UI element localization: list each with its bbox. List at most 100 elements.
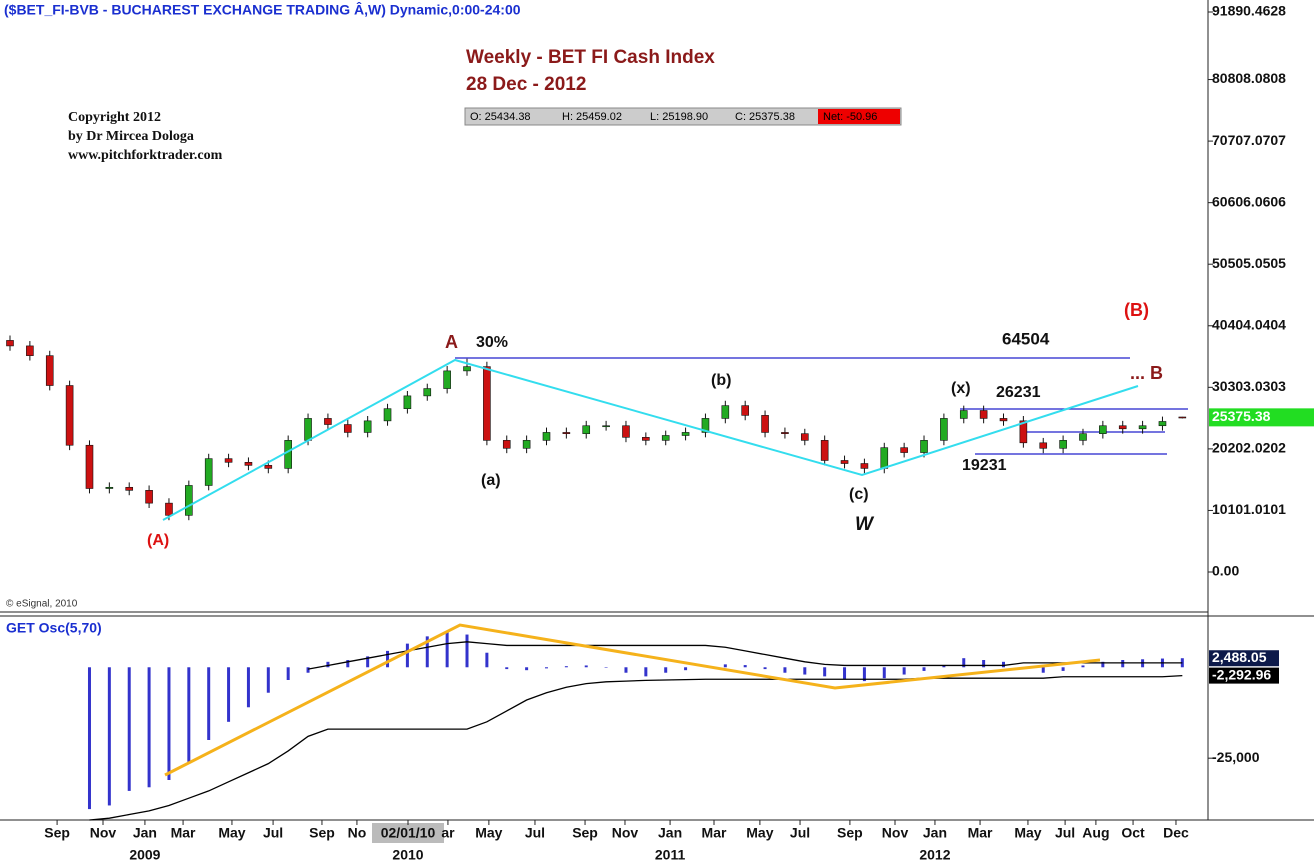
- label: 30%: [476, 334, 508, 351]
- label: W: [855, 514, 875, 535]
- label: (a): [481, 472, 501, 489]
- candle-body: [661, 435, 670, 441]
- x-tick-label: Dec: [1163, 825, 1189, 841]
- net-box: [818, 109, 900, 124]
- label: (c): [849, 486, 869, 503]
- osc-bar: [485, 652, 489, 668]
- candle-body: [721, 405, 730, 419]
- ohlc: H: 25459.02: [562, 111, 622, 123]
- osc-bar: [1002, 661, 1005, 668]
- osc-bar: [386, 650, 390, 668]
- date: 28 Dec - 2012: [466, 74, 586, 95]
- candle-body: [125, 486, 134, 491]
- x-tick-label: Nov: [882, 825, 909, 841]
- osc-line: [89, 674, 1183, 821]
- candle-body: [781, 432, 789, 434]
- candle-body: [1099, 425, 1107, 434]
- x-tick-label: May: [1014, 825, 1041, 841]
- candle-body: [65, 385, 74, 446]
- osc-bar: [286, 667, 290, 680]
- x-tick-label: Sep: [572, 825, 598, 841]
- x-tick-label: Oct: [1121, 825, 1145, 841]
- osc-bar: [1101, 661, 1105, 668]
- y-tick-label: -25,000: [1212, 749, 1260, 765]
- osc-bar: [246, 667, 250, 708]
- osc-bar: [1081, 665, 1085, 668]
- candle-body: [483, 366, 491, 441]
- candle-body: [979, 410, 988, 419]
- candle-body: [1059, 440, 1067, 449]
- candle-body: [999, 418, 1008, 422]
- candle-body: [562, 432, 571, 434]
- candle-body: [681, 432, 690, 436]
- levels: [455, 357, 1188, 455]
- candle-body: [920, 440, 928, 453]
- last-price-box: [1209, 408, 1314, 427]
- osc-bar: [544, 667, 548, 669]
- x-tick-label: May: [475, 825, 502, 841]
- osc-title: GET Osc(5,70): [6, 620, 102, 636]
- osc-bar: [147, 667, 151, 788]
- candle-body: [324, 418, 332, 425]
- candle-body: [383, 408, 392, 422]
- osc-bar: [823, 667, 827, 677]
- trendline: [162, 358, 1139, 521]
- candle-body: [204, 458, 213, 486]
- year-label: 2009: [129, 847, 160, 863]
- osc-bar: [743, 665, 747, 668]
- x-tick-label: Sep: [44, 825, 70, 841]
- x-tick-label: 02/01/10: [381, 825, 436, 841]
- candle-body: [602, 425, 610, 428]
- osc-bar: [723, 664, 727, 668]
- osc-trendline: [164, 623, 1101, 777]
- candle-body: [741, 405, 749, 416]
- y-tick-label: 40404.0404: [1212, 316, 1286, 332]
- osc-bar: [982, 660, 986, 668]
- osc-bar: [644, 667, 648, 677]
- x-tick-label: Aug: [1082, 825, 1109, 841]
- value-label-box: [1209, 667, 1279, 684]
- candle-body: [244, 462, 253, 466]
- label: (x): [951, 380, 971, 397]
- candle-body: [443, 370, 451, 389]
- candle-body: [900, 447, 908, 453]
- x-tick-label: Jan: [133, 825, 157, 841]
- osc-bar: [227, 667, 231, 722]
- year-label: 2011: [655, 847, 686, 863]
- candle-body: [1019, 420, 1028, 444]
- y-tick-label: 20202.0202: [1212, 440, 1286, 456]
- osc-bar: [525, 667, 529, 671]
- candle-body: [880, 447, 889, 469]
- value-label: -2,292.96: [1212, 666, 1271, 682]
- x-tick-label: ar: [441, 825, 455, 841]
- x-tick-label: Jul: [263, 825, 283, 841]
- osc-bar: [425, 636, 429, 668]
- x-tick-label: Nov: [90, 825, 117, 841]
- candle-body: [1178, 416, 1187, 419]
- y-tick-label: 50505.0505: [1212, 255, 1286, 271]
- osc-bar: [207, 667, 211, 740]
- label: (A): [147, 532, 169, 549]
- copyright: Copyright 2012: [68, 110, 161, 125]
- candle-body: [701, 418, 710, 433]
- osc-bar: [763, 667, 767, 670]
- ohlc-box: [464, 107, 902, 126]
- osc-bar: [326, 661, 330, 668]
- year-label: 2010: [392, 847, 423, 863]
- candle-body: [959, 410, 968, 419]
- candle-body: [840, 460, 849, 464]
- osc-bar: [902, 667, 906, 675]
- candle-body: [522, 440, 531, 449]
- osc-bar: [922, 667, 926, 671]
- label: (B): [1124, 300, 1149, 320]
- label: ... B: [1130, 363, 1163, 383]
- candle-body: [403, 395, 412, 409]
- y-tick-label: 0.00: [1212, 563, 1239, 579]
- x-tick-label: May: [218, 825, 245, 841]
- osc-bar: [624, 667, 628, 673]
- year-label: 2012: [919, 847, 950, 863]
- candle-body: [1118, 425, 1127, 430]
- candle-body: [1079, 433, 1087, 441]
- candle-body: [800, 433, 809, 441]
